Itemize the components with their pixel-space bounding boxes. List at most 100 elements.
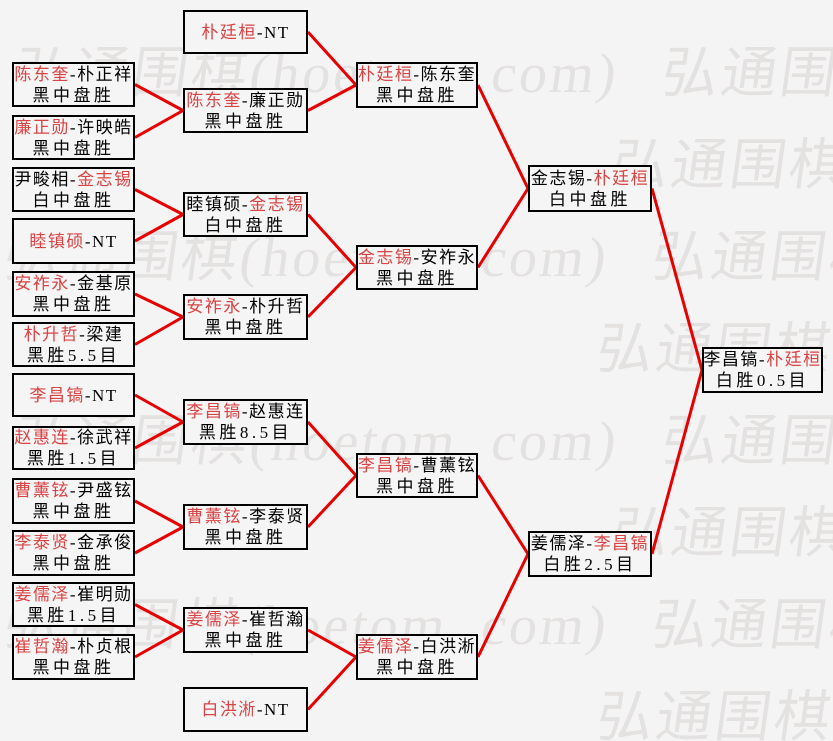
connector-line (476, 553, 530, 658)
vs-dash: - (241, 507, 250, 526)
match-players: 朴廷桓-NT (201, 22, 289, 43)
match-players: 朴升哲-梁建 (24, 324, 124, 345)
player-name: 金基原 (77, 274, 133, 293)
match-result: 黑中盘胜 (204, 111, 287, 131)
match-result: 黑胜1.5目 (26, 605, 121, 625)
winner-name: 白洪淅 (201, 700, 257, 719)
winner-name: 姜儒泽 (14, 584, 70, 604)
connector-line (134, 499, 184, 529)
connector-line (306, 213, 358, 269)
connector-line (306, 655, 358, 711)
match-players: 廉正勋-许映皓 (14, 117, 132, 138)
match-box: 姜儒泽-崔哲瀚 黑中盘胜 (183, 607, 308, 653)
vs-dash: - (69, 584, 78, 604)
match-players: 睦镇硕-NT (29, 231, 117, 252)
connector-line (134, 393, 184, 424)
connector-line (134, 420, 184, 450)
match-box: 陈东奎-廉正勋 黑中盘胜 (183, 88, 308, 133)
match-players: 李昌镐-NT (29, 385, 117, 406)
winner-name: 李昌镐 (593, 534, 650, 553)
player-name: 廉正勋 (249, 90, 305, 110)
match-result: 黑中盘胜 (32, 85, 115, 105)
match-players: 朴廷桓-陈东奎 (358, 64, 476, 85)
vs-dash: - (256, 700, 264, 719)
connector-line (306, 30, 358, 87)
winner-name: 陈东奎 (14, 64, 70, 84)
player-name: 金承俊 (77, 533, 133, 552)
match-box: 睦镇硕-NT (12, 218, 135, 264)
match-box: 赵惠连-徐武祥 黑胜1.5目 (12, 426, 135, 470)
match-box: 李昌镐-朴廷桓 白胜0.5目 (702, 347, 823, 393)
match-box: 李昌镐-NT (12, 373, 135, 417)
connector-line (650, 188, 704, 371)
match-result: 黑中盘胜 (376, 476, 458, 496)
winner-name: 朴廷桓 (766, 350, 822, 369)
vs-dash: - (69, 117, 78, 137)
match-result: 黑胜1.5目 (26, 449, 121, 468)
vs-dash: - (241, 194, 250, 214)
player-name: 崔哲瀚 (249, 610, 305, 629)
match-players: 睦镇硕-金志锡 (186, 194, 304, 215)
vs-dash: - (79, 324, 87, 344)
player-name: 赵惠连 (249, 402, 305, 421)
match-players: 安祚永-金基原 (14, 273, 132, 294)
player-name: 金志锡 (530, 168, 587, 188)
match-players: 陈东奎-廉正勋 (186, 90, 304, 111)
winner-name: 朴升哲 (23, 324, 80, 344)
match-box: 曹薰铉-尹盛铉 黑中盘胜 (12, 478, 135, 524)
player-name: 安祚永 (420, 247, 477, 267)
connector-line (307, 83, 357, 112)
match-players: 陈东奎-朴正祥 (14, 64, 132, 85)
match-result: 黑中盘胜 (32, 554, 115, 573)
player-name: 朴贞根 (77, 637, 133, 656)
winner-name: 陈东奎 (186, 90, 242, 110)
player-name: 李泰贤 (249, 507, 305, 526)
winner-name: 姜儒泽 (186, 610, 242, 629)
match-box: 尹畯相-金志锡 白中盘胜 (12, 167, 135, 212)
match-box: 李泰贤-金承俊 黑中盘胜 (12, 530, 135, 576)
winner-name: 朴廷桓 (593, 168, 650, 188)
match-players: 李泰贤-金承俊 (14, 532, 132, 553)
connector-line (476, 474, 530, 555)
match-players: 姜儒泽-李昌镐 (531, 533, 649, 554)
player-name: 曹薰铉 (420, 455, 477, 475)
vs-dash: - (69, 637, 78, 656)
winner-name: 睦镇硕 (29, 231, 85, 251)
vs-dash: - (586, 534, 594, 553)
match-result: 黑中盘胜 (376, 86, 458, 105)
player-name: 许映皓 (77, 117, 133, 137)
connector-line (134, 213, 184, 243)
match-box: 姜儒泽-崔明勋 黑胜1.5目 (12, 582, 135, 627)
match-players: 崔哲瀚-朴贞根 (14, 636, 132, 657)
match-players: 姜儒泽-白洪淅 (358, 636, 476, 657)
connector-line (306, 266, 358, 319)
match-result: 黑中盘胜 (32, 502, 115, 521)
match-box: 姜儒泽-李昌镐 白胜2.5目 (528, 531, 652, 577)
player-name: 白洪淅 (420, 637, 477, 656)
match-box: 廉正勋-许映皓 黑中盘胜 (12, 115, 135, 160)
match-players: 姜儒泽-崔明勋 (14, 584, 132, 605)
vs-dash: - (69, 428, 78, 447)
match-box: 金志锡-朴廷桓 白中盘胜 (528, 165, 652, 212)
player-name: 尹盛铉 (77, 481, 133, 500)
winner-name: 曹薰铉 (186, 507, 242, 526)
player-name: 崔明勋 (77, 584, 133, 604)
player-name: 徐武祥 (77, 428, 133, 447)
winner-name: 安祚永 (186, 297, 242, 316)
connector-line (134, 603, 184, 632)
match-box: 姜儒泽-白洪淅 黑中盘胜 (356, 634, 478, 680)
match-result: 白中盘胜 (32, 190, 115, 210)
match-result: 白胜2.5目 (543, 555, 637, 574)
connector-line (134, 292, 184, 319)
match-players: 安祚永-朴升哲 (186, 296, 304, 317)
match-result: 黑中盘胜 (204, 631, 287, 650)
vs-dash: - (69, 169, 78, 189)
match-box: 朴升哲-梁建 黑胜5.5目 (12, 322, 135, 367)
player-name: 姜儒泽 (530, 534, 587, 553)
winner-name: 朴廷桓 (201, 22, 257, 42)
connector-line (307, 628, 357, 659)
vs-dash: - (413, 637, 421, 656)
player-name: 朴升哲 (249, 297, 305, 316)
winner-name: 姜儒泽 (357, 637, 414, 656)
